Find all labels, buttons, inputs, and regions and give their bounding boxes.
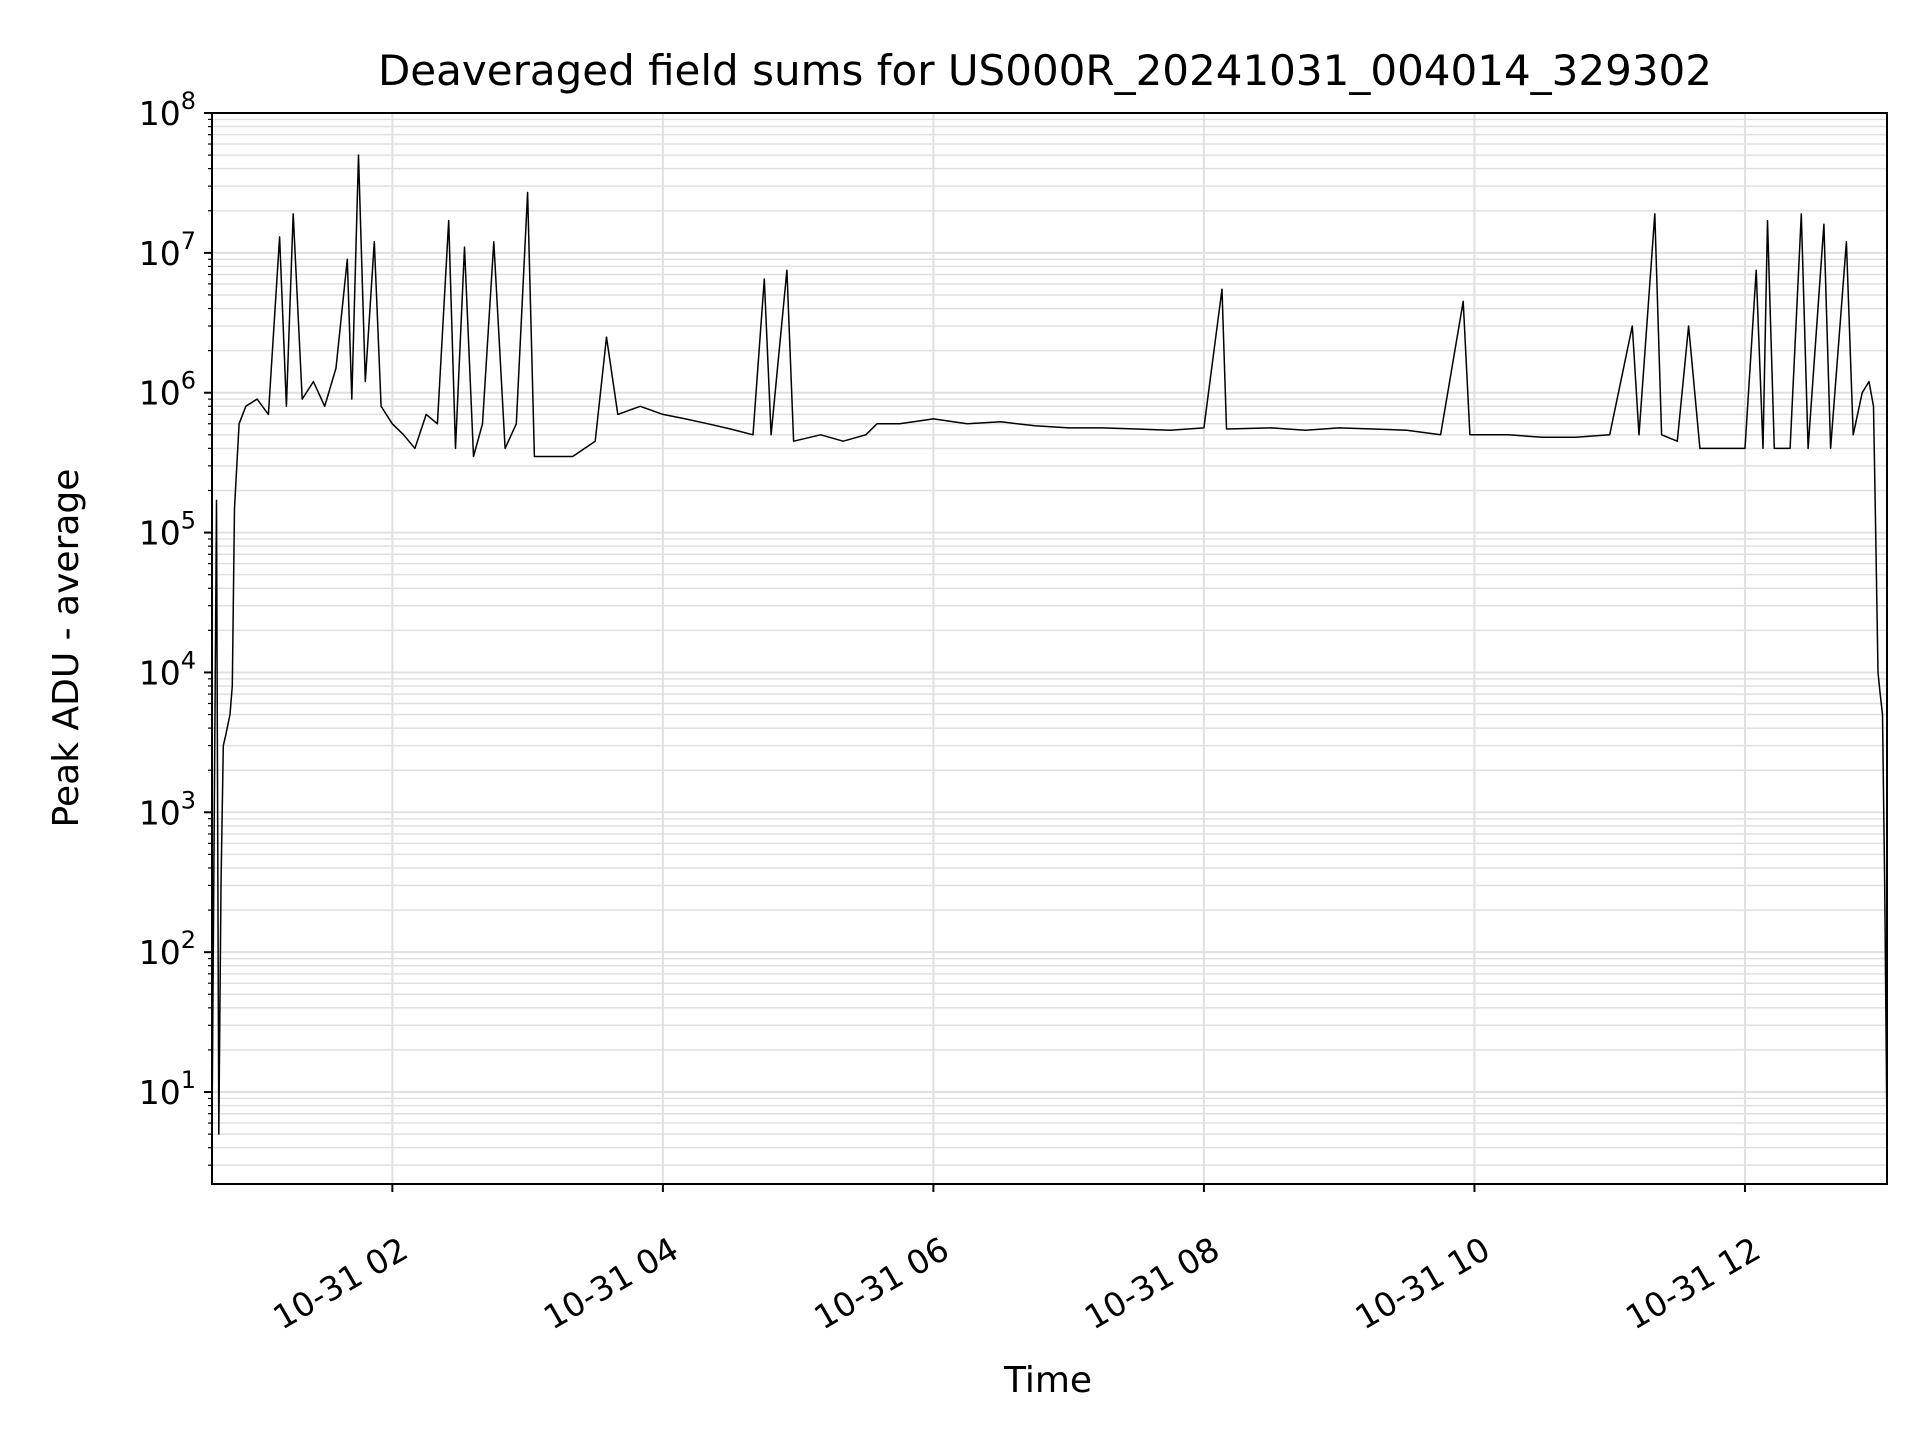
y-tick-label: 101 <box>139 1066 196 1112</box>
y-tick-label: 108 <box>139 87 196 133</box>
y-tick-label: 104 <box>139 646 196 692</box>
x-tick-label: 10-31 12 <box>1619 1229 1767 1337</box>
x-axis-label: Time <box>1003 1360 1092 1401</box>
gridlines <box>212 112 1887 1184</box>
y-tick-label: 107 <box>139 227 196 273</box>
series-layer <box>211 154 1888 1135</box>
x-tick-label: 10-31 04 <box>537 1229 685 1337</box>
chart-title: Deaveraged field sums for US000R_2024103… <box>378 46 1712 95</box>
x-tick-label: 10-31 10 <box>1348 1229 1496 1337</box>
x-tick-label: 10-31 06 <box>807 1229 955 1337</box>
x-tick-label: 10-31 02 <box>266 1229 414 1337</box>
y-tick-label: 105 <box>139 507 196 553</box>
y-tick-label: 102 <box>139 926 196 972</box>
y-tick-label: 106 <box>139 367 196 413</box>
y-axis-label: Peak ADU - average <box>46 469 87 828</box>
x-axis: 10-31 02 10-31 04 10-31 06 10-31 08 10-31 10… <box>266 1184 1767 1337</box>
series-line <box>211 154 1888 1135</box>
y-tick-label: 103 <box>139 786 196 832</box>
x-tick-label: 10-31 08 <box>1078 1229 1226 1337</box>
plot-frame <box>211 112 1888 1185</box>
y-axis: 101 102 103 104 105 106 107 108 <box>139 87 212 1166</box>
